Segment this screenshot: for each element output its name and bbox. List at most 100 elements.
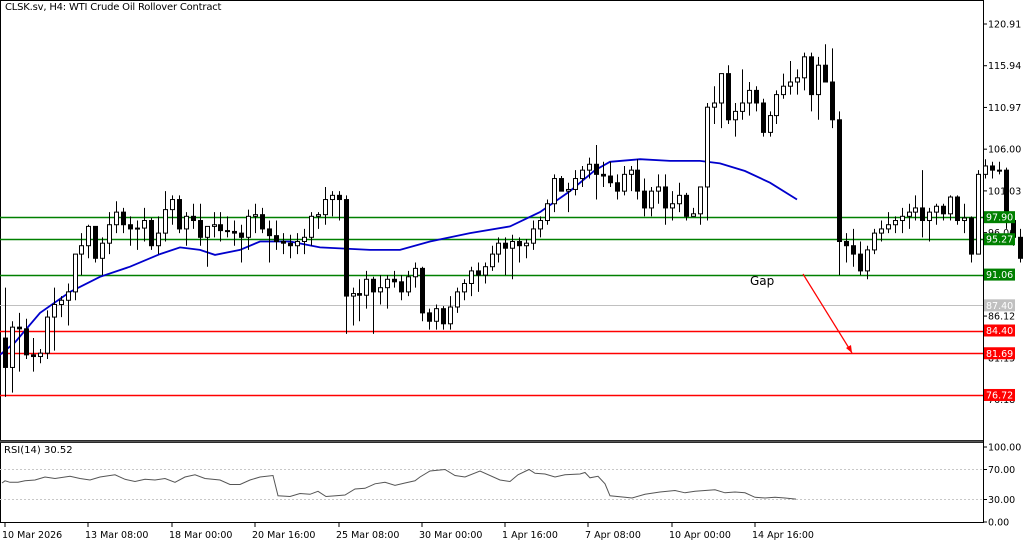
candle — [267, 228, 272, 237]
candle — [86, 225, 91, 247]
candle — [830, 81, 835, 121]
candle — [816, 64, 821, 96]
candle — [531, 228, 536, 244]
candle — [740, 102, 745, 112]
candle — [615, 182, 620, 192]
candle — [907, 211, 912, 217]
candle — [3, 337, 8, 368]
candle — [559, 178, 564, 192]
candle — [316, 214, 321, 217]
candle — [608, 175, 613, 184]
rsi-tick-label: 0.00 — [988, 518, 1009, 529]
candle — [364, 278, 369, 296]
candle — [10, 326, 15, 368]
svg-text:95.27: 95.27 — [986, 235, 1013, 246]
candle — [934, 205, 939, 213]
time-tick-label: 7 Apr 08:00 — [585, 530, 641, 541]
candle — [913, 207, 918, 213]
candle — [246, 215, 251, 238]
candle — [177, 199, 182, 230]
candle — [649, 190, 654, 209]
candle — [962, 217, 967, 222]
candle — [239, 232, 244, 238]
price-tick-label: 115.94 — [988, 61, 1021, 72]
candle — [128, 224, 133, 230]
candle — [747, 89, 752, 104]
candle — [114, 211, 119, 226]
rsi-pane-frame — [0, 442, 984, 523]
rsi-line — [1, 468, 797, 500]
candle — [684, 194, 689, 217]
candle — [184, 215, 189, 230]
candle — [622, 173, 627, 192]
candle — [670, 203, 675, 209]
candle — [719, 73, 724, 104]
candle — [225, 230, 230, 233]
candle — [552, 178, 557, 205]
candle — [712, 102, 717, 108]
candle — [205, 225, 210, 238]
candle — [733, 110, 738, 121]
candle — [31, 354, 36, 358]
candle — [469, 270, 474, 284]
candle — [635, 169, 640, 192]
candle — [601, 173, 606, 177]
candle — [288, 242, 293, 247]
candle — [997, 169, 1002, 172]
candle — [93, 225, 98, 259]
candle — [629, 169, 634, 175]
candle — [920, 207, 925, 222]
candle — [795, 77, 800, 83]
candle — [260, 214, 265, 230]
candle — [385, 278, 390, 289]
candle — [281, 241, 286, 244]
candle — [66, 291, 71, 301]
candle — [483, 266, 488, 276]
candle — [726, 73, 731, 121]
candle — [79, 245, 84, 255]
candle — [107, 224, 112, 244]
candle — [1018, 236, 1023, 259]
candle — [142, 220, 147, 229]
chart-title: CLSK.sv, H4: WTI Crude Oil Rollover Cont… — [5, 2, 222, 13]
candle — [872, 232, 877, 251]
main-pane-frame — [0, 0, 984, 441]
candle — [163, 209, 168, 234]
candle — [594, 163, 599, 175]
candle — [462, 282, 467, 293]
candle — [642, 190, 647, 209]
candle — [218, 224, 223, 232]
candle — [351, 293, 356, 297]
candle — [698, 186, 703, 215]
candle — [100, 242, 105, 259]
candle — [170, 199, 175, 211]
candle — [524, 242, 529, 247]
time-tick-label: 20 Mar 16:00 — [252, 530, 316, 541]
candle — [768, 115, 773, 133]
trend-arrow — [802, 273, 853, 354]
candle — [955, 196, 960, 222]
candle — [427, 312, 432, 322]
candle — [191, 215, 196, 222]
candle — [323, 199, 328, 216]
candle — [754, 89, 759, 104]
candle — [969, 217, 974, 255]
candle — [677, 194, 682, 205]
time-tick-label: 14 Apr 16:00 — [752, 530, 814, 541]
price-tag-76.72: 76.72 — [984, 388, 1015, 401]
candle — [691, 213, 696, 217]
candle — [490, 253, 495, 268]
candle — [865, 249, 870, 272]
candle — [656, 186, 661, 192]
candle — [983, 165, 988, 175]
candle — [851, 245, 856, 255]
time-tick-label: 13 Mar 08:00 — [85, 530, 149, 541]
candle — [948, 196, 953, 215]
candle — [566, 188, 571, 192]
candle — [309, 215, 314, 238]
rsi-tick-label: 70.00 — [988, 465, 1015, 476]
candle — [900, 215, 905, 222]
candle — [927, 211, 932, 222]
candle — [330, 194, 335, 201]
